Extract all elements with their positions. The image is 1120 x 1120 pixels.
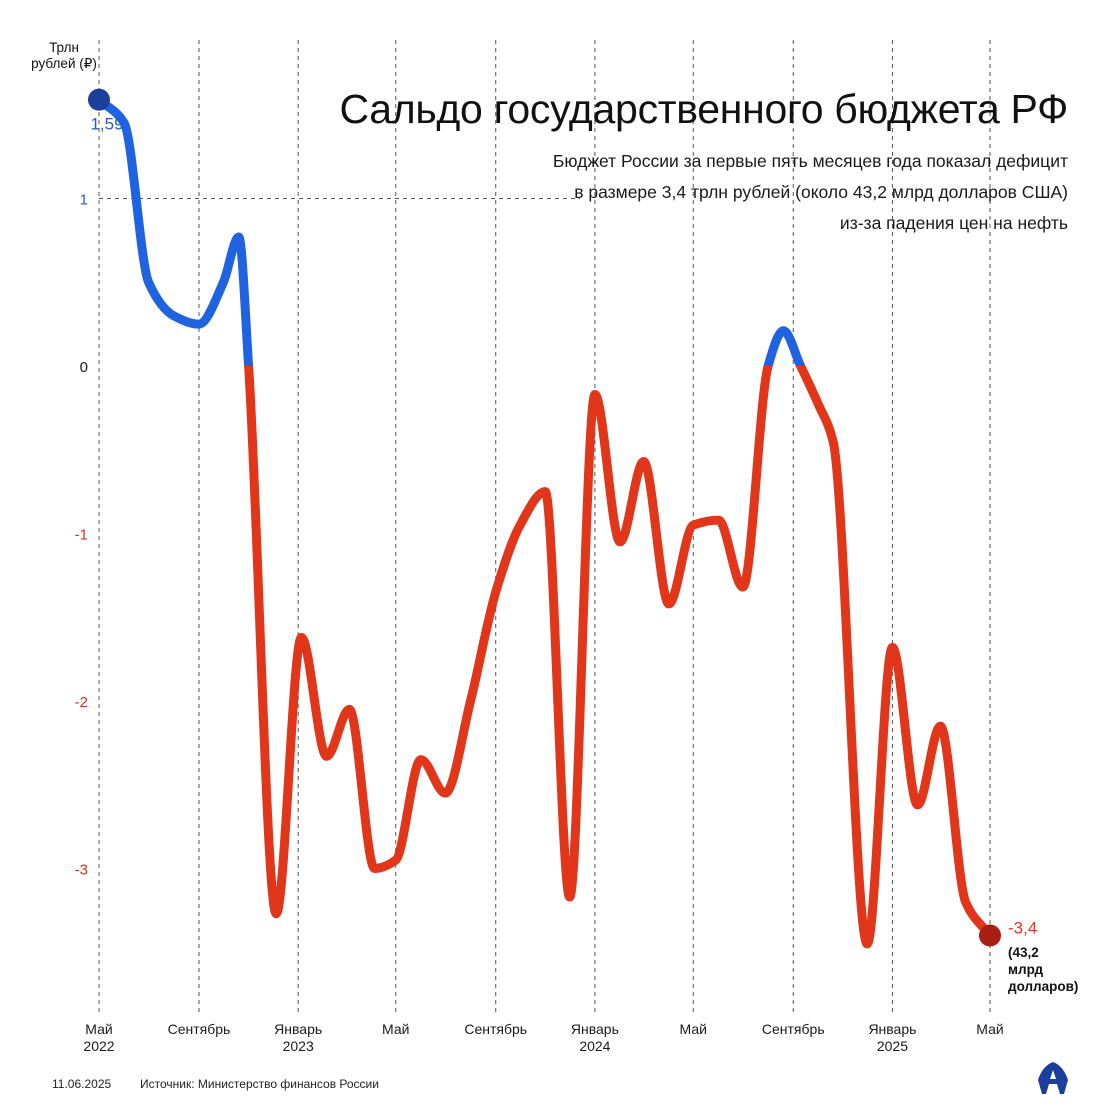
aa-logo-icon <box>1038 1062 1068 1094</box>
end-value-note-line: млрд <box>1008 962 1044 977</box>
y-tick-label: 0 <box>80 359 88 376</box>
end-point-marker <box>979 924 1001 947</box>
data-source: Источник: Министерство финансов России <box>140 1077 379 1091</box>
x-tick-label: Май <box>976 1021 1003 1037</box>
chart-subtitle: Бюджет России за первые пять месяцев год… <box>552 151 1068 233</box>
end-value-note-line: (43,2 <box>1008 945 1039 960</box>
x-tick-label: Май <box>85 1021 112 1037</box>
start-point-marker <box>88 88 110 111</box>
chart-title: Сальдо государственного бюджета РФ <box>339 86 1068 132</box>
y-tick-label: -2 <box>75 694 88 711</box>
end-value-label: -3,4 <box>1008 919 1037 938</box>
x-tick-year-label: 2023 <box>283 1038 314 1054</box>
y-tick-label: -1 <box>75 527 88 544</box>
x-tick-label: Май <box>680 1021 707 1037</box>
x-tick-label: Январь <box>274 1021 322 1037</box>
y-tick-label: -3 <box>75 862 88 879</box>
x-tick-year-label: 2024 <box>579 1038 610 1054</box>
x-tick-year-label: 2025 <box>877 1038 908 1054</box>
x-tick-label: Январь <box>571 1021 619 1037</box>
end-value-note-line: долларов) <box>1008 979 1079 994</box>
start-value-label: 1,59 <box>90 115 123 134</box>
x-tick-year-label: 2022 <box>83 1038 114 1054</box>
publication-date: 11.06.2025 <box>52 1077 112 1091</box>
y-axis-ticks: 1 0 -1 -2 -3 <box>75 192 88 879</box>
series-line-deficit <box>244 366 995 949</box>
x-tick-label: Сентябрь <box>762 1021 825 1037</box>
end-value-note-lines: (43,2 млрд долларов) <box>1008 944 1078 995</box>
end-value-note: (43,2 млрд долларов) <box>1008 944 1078 995</box>
y-axis-unit-label: Трлн рублей (₽) <box>31 40 97 71</box>
x-tick-label: Сентябрь <box>168 1021 231 1037</box>
y-tick-label: 1 <box>80 192 88 209</box>
x-tick-label: Май <box>382 1021 409 1037</box>
x-tick-label: Январь <box>868 1021 916 1037</box>
x-tick-label: Сентябрь <box>464 1021 527 1037</box>
